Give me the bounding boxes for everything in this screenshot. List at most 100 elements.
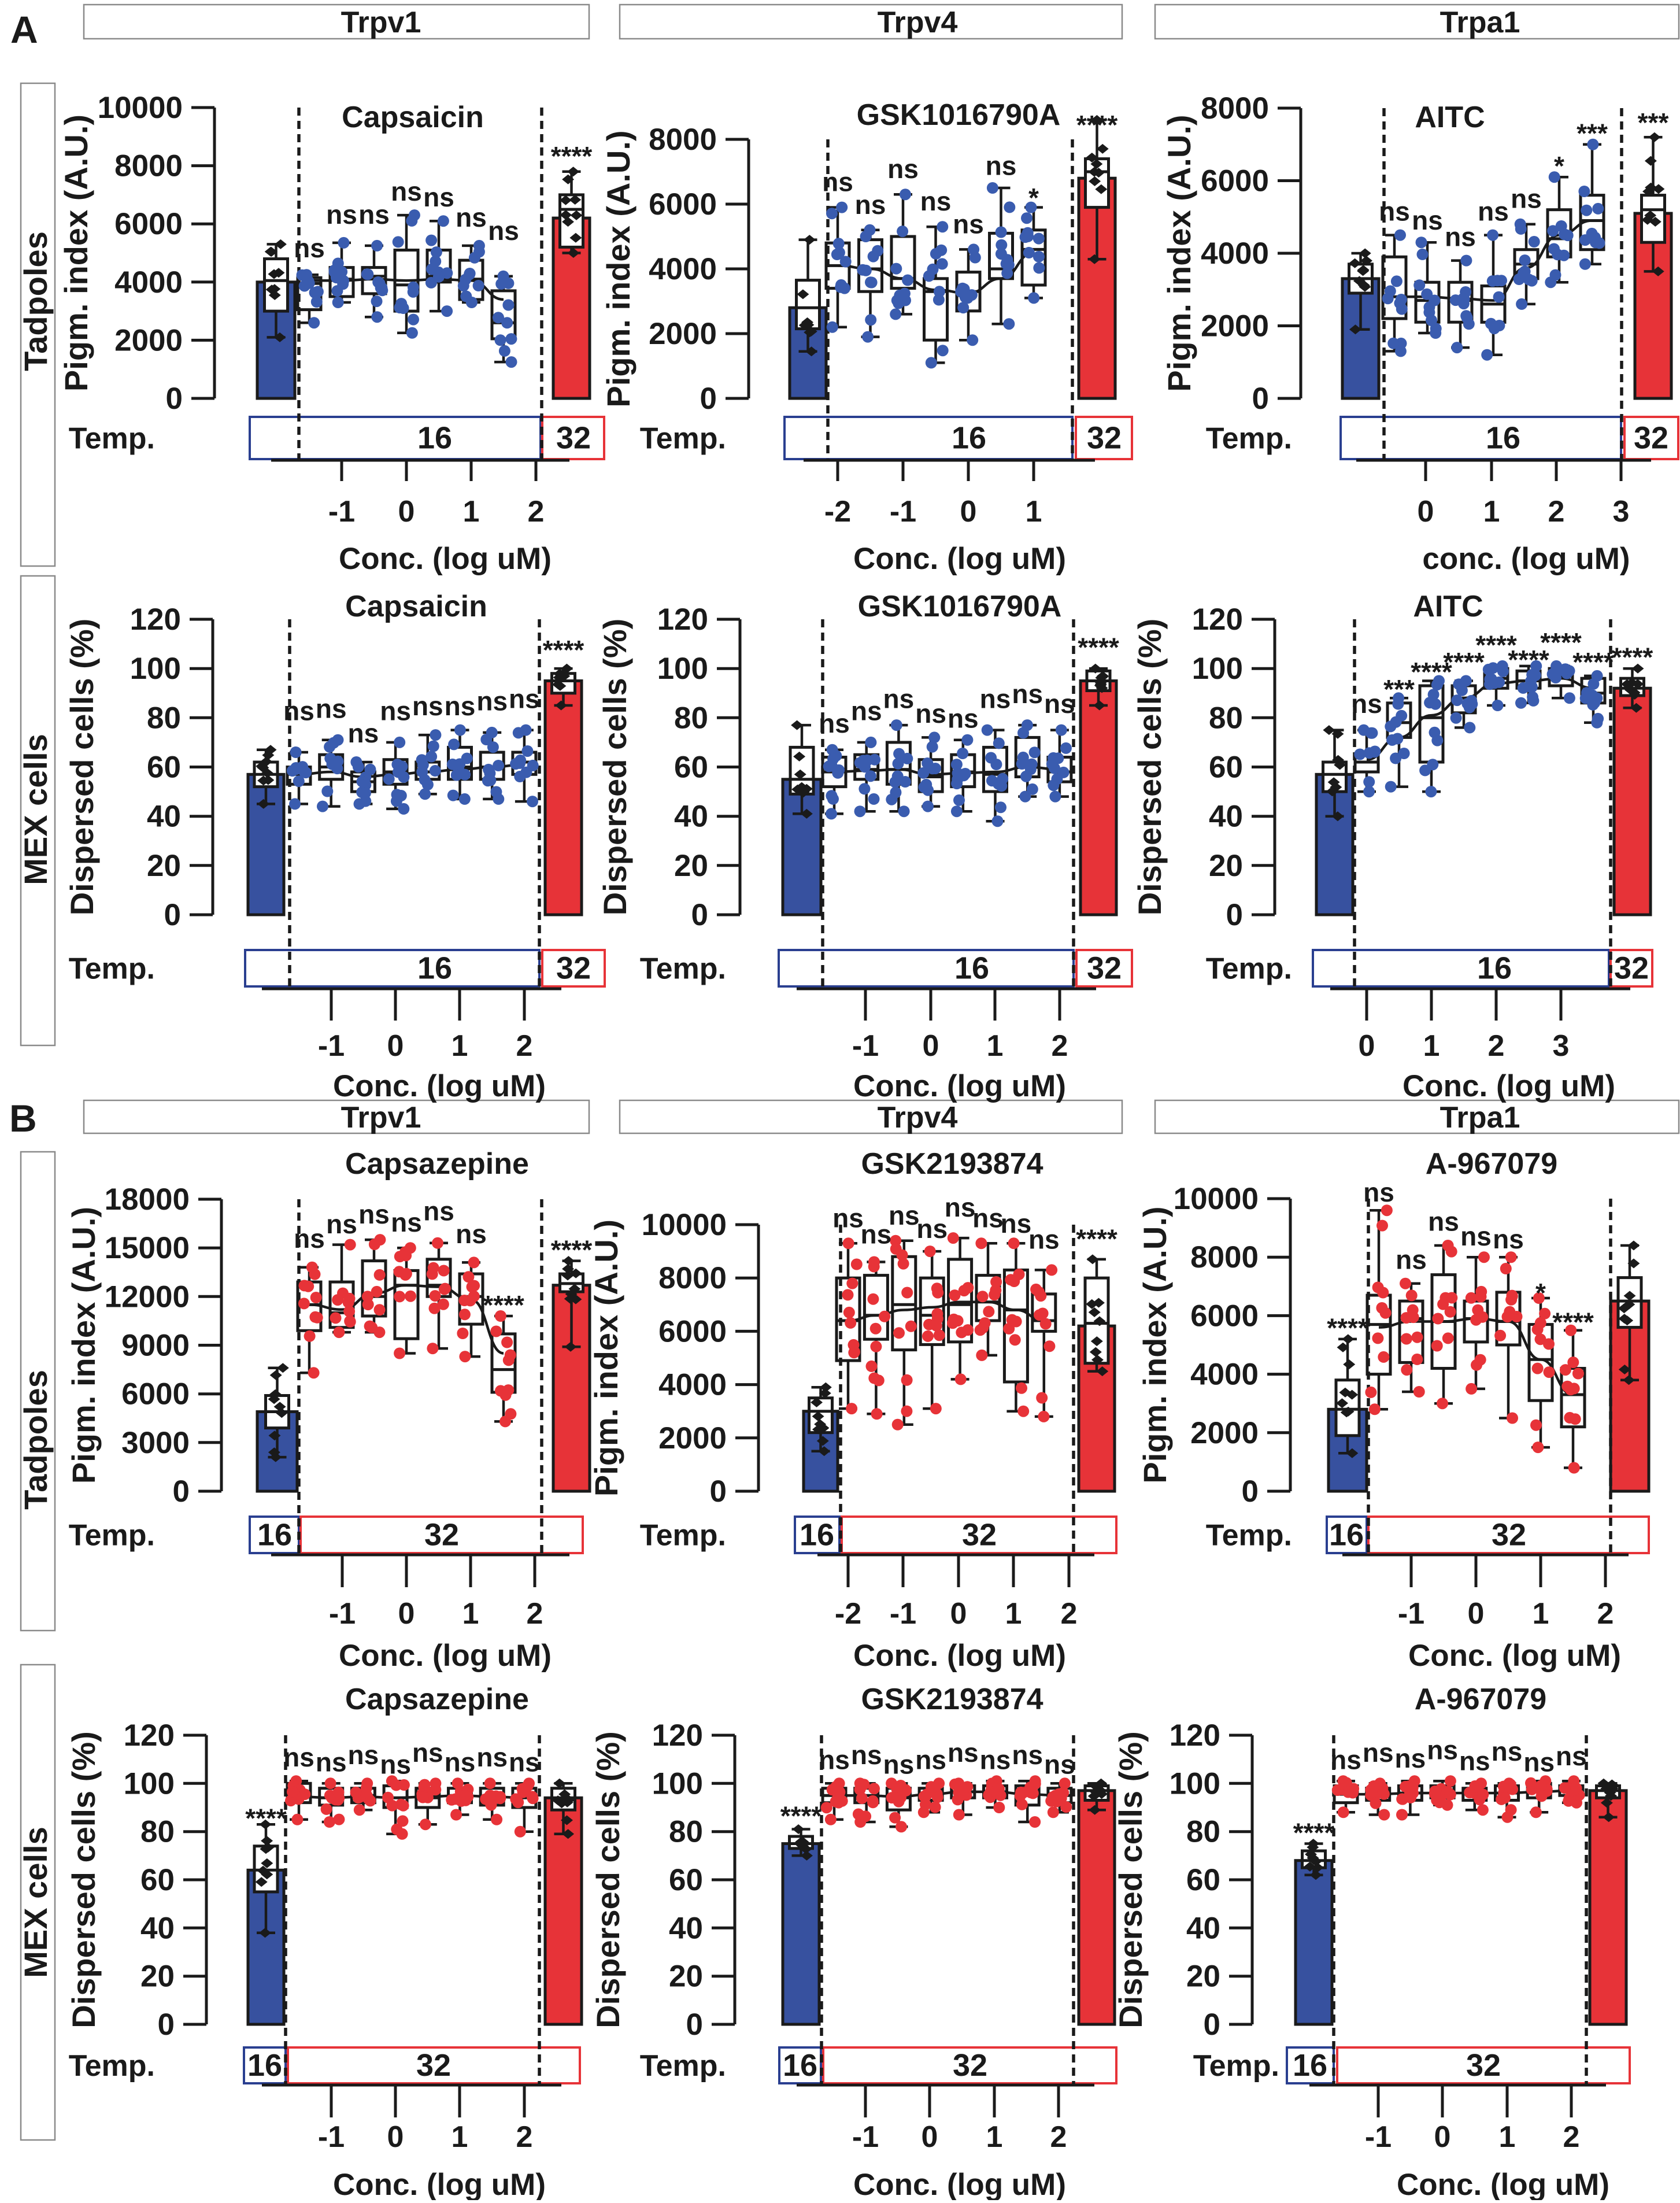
svg-text:2000: 2000 — [1190, 1416, 1259, 1450]
svg-text:32: 32 — [962, 1518, 997, 1553]
svg-text:Temp.: Temp. — [640, 1519, 726, 1553]
svg-text:0: 0 — [922, 2120, 938, 2154]
svg-text:120: 120 — [124, 1718, 175, 1753]
svg-text:80: 80 — [140, 1815, 175, 1849]
svg-text:-1: -1 — [328, 495, 355, 528]
svg-text:ns: ns — [948, 1738, 979, 1768]
svg-text:Tadpoles: Tadpoles — [17, 1370, 54, 1510]
svg-text:4000: 4000 — [1201, 236, 1269, 271]
svg-text:6000: 6000 — [1201, 164, 1269, 198]
svg-text:Temp.: Temp. — [69, 2049, 155, 2083]
svg-text:32: 32 — [1492, 1518, 1526, 1553]
svg-text:2000: 2000 — [658, 1421, 727, 1455]
svg-text:AITC: AITC — [1415, 101, 1485, 134]
svg-text:32: 32 — [1614, 951, 1649, 986]
svg-text:-1: -1 — [852, 2120, 879, 2154]
svg-text:2: 2 — [1061, 1597, 1078, 1631]
svg-text:ns: ns — [358, 199, 390, 230]
svg-text:16: 16 — [800, 1518, 834, 1553]
svg-text:Temp.: Temp. — [69, 1519, 155, 1553]
svg-text:Temp.: Temp. — [69, 422, 155, 456]
svg-text:Pigm. index (A.U.): Pigm. index (A.U.) — [1161, 114, 1197, 391]
svg-text:Conc. (log uM): Conc. (log uM) — [1408, 1639, 1621, 1673]
svg-text:ns: ns — [391, 176, 422, 206]
svg-text:Trpa1: Trpa1 — [1440, 1101, 1520, 1134]
svg-text:ns: ns — [1478, 197, 1509, 227]
svg-text:ns: ns — [1511, 184, 1542, 214]
svg-text:****: **** — [483, 1290, 524, 1320]
svg-text:ns: ns — [889, 1200, 920, 1230]
svg-text:ns: ns — [972, 1203, 1004, 1233]
svg-text:Temp.: Temp. — [640, 422, 726, 456]
svg-text:ns: ns — [391, 1207, 422, 1237]
svg-text:****: **** — [1508, 645, 1549, 675]
svg-text:40: 40 — [147, 800, 181, 834]
svg-text:****: **** — [1612, 642, 1653, 672]
svg-text:GSK2193874: GSK2193874 — [861, 1147, 1043, 1181]
svg-text:-1: -1 — [318, 2120, 345, 2154]
svg-text:20: 20 — [140, 1960, 175, 1994]
svg-text:Conc. (log uM): Conc. (log uM) — [1397, 2168, 1609, 2200]
svg-text:16: 16 — [257, 1518, 292, 1553]
svg-text:20: 20 — [147, 849, 181, 883]
svg-text:16: 16 — [783, 2048, 817, 2083]
svg-text:-1: -1 — [329, 1597, 356, 1631]
svg-text:Trpv4: Trpv4 — [878, 6, 958, 39]
svg-text:18000: 18000 — [105, 1182, 190, 1217]
svg-text:ns: ns — [326, 199, 357, 230]
svg-text:ns: ns — [948, 703, 979, 733]
svg-text:ns: ns — [488, 216, 519, 246]
svg-text:ns: ns — [380, 1750, 411, 1780]
svg-text:6000: 6000 — [114, 207, 183, 241]
svg-text:*: * — [1535, 1278, 1546, 1308]
svg-text:GSK1016790A: GSK1016790A — [858, 590, 1062, 623]
svg-text:120: 120 — [1170, 1718, 1220, 1753]
svg-text:***: *** — [1638, 108, 1669, 138]
svg-text:ns: ns — [1379, 197, 1410, 227]
svg-text:32: 32 — [1087, 421, 1122, 456]
svg-text:60: 60 — [669, 1863, 703, 1897]
svg-text:0: 0 — [398, 495, 415, 528]
svg-text:80: 80 — [147, 701, 181, 735]
svg-text:ns: ns — [412, 691, 443, 721]
svg-text:ns: ns — [445, 691, 476, 721]
svg-text:ns: ns — [294, 1224, 325, 1254]
svg-text:ns: ns — [1445, 221, 1476, 252]
svg-text:ns: ns — [1028, 1225, 1060, 1255]
svg-text:ns: ns — [819, 708, 850, 738]
svg-text:100: 100 — [124, 1766, 175, 1801]
svg-text:Conc. (log uM): Conc. (log uM) — [339, 1639, 552, 1673]
svg-text:Dispersed cells (%): Dispersed cells (%) — [1131, 619, 1168, 916]
svg-text:ns: ns — [1556, 1741, 1587, 1771]
svg-text:Pigm. index (A.U.): Pigm. index (A.U.) — [58, 114, 94, 391]
svg-text:GSK2193874: GSK2193874 — [861, 1683, 1043, 1716]
svg-text:ns: ns — [851, 696, 882, 726]
svg-text:120: 120 — [652, 1718, 703, 1753]
svg-text:32: 32 — [556, 421, 591, 456]
svg-text:ns: ns — [1492, 1736, 1523, 1766]
svg-text:ns: ns — [1396, 1244, 1427, 1274]
svg-text:ns: ns — [1012, 1740, 1043, 1770]
svg-text:60: 60 — [1186, 1863, 1220, 1897]
svg-text:8000: 8000 — [649, 123, 717, 157]
svg-text:100: 100 — [652, 1766, 703, 1801]
svg-text:20: 20 — [674, 849, 708, 883]
svg-text:ns: ns — [1363, 1738, 1394, 1768]
svg-text:-2: -2 — [824, 495, 851, 528]
svg-text:0: 0 — [700, 382, 717, 416]
svg-text:ns: ns — [1395, 1743, 1426, 1773]
svg-text:***: *** — [1383, 674, 1415, 704]
svg-text:ns: ns — [1363, 1177, 1394, 1207]
svg-text:120: 120 — [657, 603, 708, 637]
svg-text:****: **** — [1327, 1313, 1368, 1343]
svg-text:2: 2 — [516, 2120, 533, 2154]
svg-text:Temp.: Temp. — [640, 952, 726, 986]
svg-text:ns: ns — [1044, 689, 1075, 719]
svg-text:ns: ns — [476, 1742, 508, 1772]
svg-text:ns: ns — [412, 1738, 443, 1768]
svg-text:Temp.: Temp. — [1193, 2049, 1279, 2083]
svg-text:16: 16 — [952, 421, 986, 456]
svg-text:ns: ns — [509, 683, 540, 714]
svg-text:32: 32 — [1466, 2048, 1501, 2083]
svg-text:Conc. (log uM): Conc. (log uM) — [1403, 1069, 1615, 1103]
